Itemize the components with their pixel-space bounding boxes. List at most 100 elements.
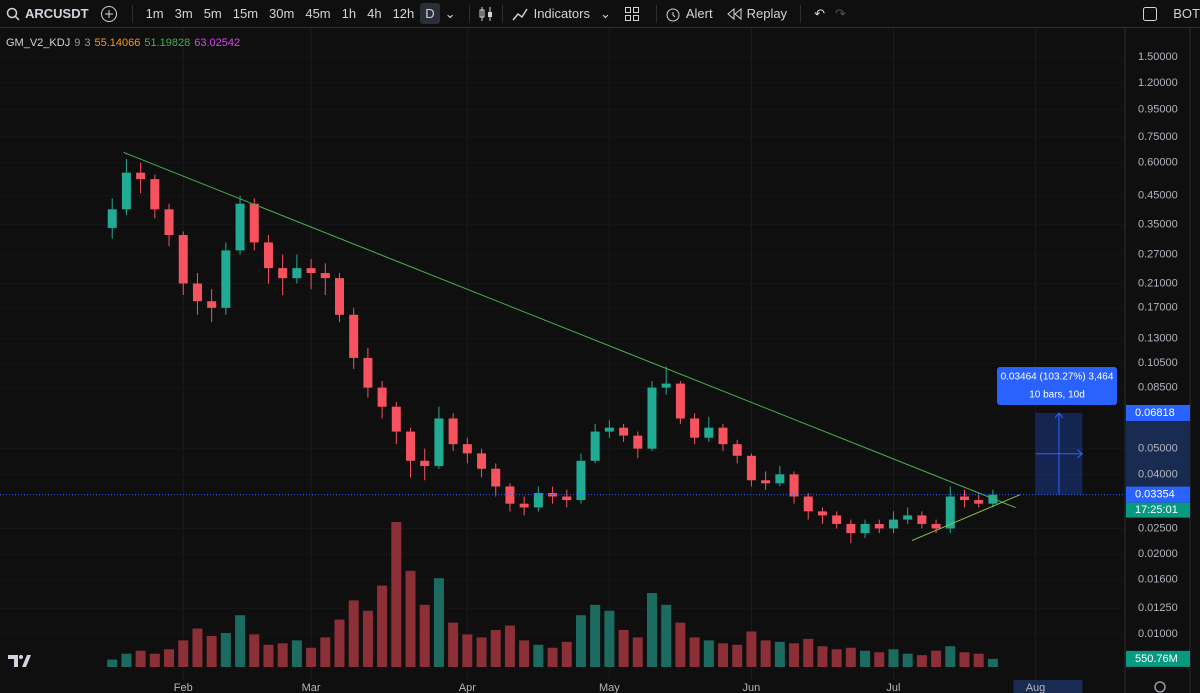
volume-bar xyxy=(419,604,430,667)
volume-bar xyxy=(235,615,246,667)
volume-bar xyxy=(164,649,175,667)
settings-button[interactable] xyxy=(1154,681,1166,693)
y-tick-label: 0.21000 xyxy=(1138,277,1178,289)
measure-price-label: 0.06818 xyxy=(1135,407,1175,419)
interval-button[interactable]: 1h xyxy=(341,6,357,21)
volume-bar xyxy=(306,647,317,667)
replay-icon xyxy=(726,7,742,20)
indicator-value: 55.14066 xyxy=(94,37,141,49)
measure-axis-band xyxy=(1126,412,1190,495)
candle-body xyxy=(974,500,984,504)
candle-body xyxy=(562,496,572,501)
volume-bar xyxy=(320,637,331,667)
indicators-icon xyxy=(512,8,528,20)
volume-bar xyxy=(632,637,643,667)
candle-body xyxy=(462,444,472,454)
interval-menu[interactable]: ⌄ xyxy=(444,5,456,21)
symbol-icon xyxy=(6,7,20,21)
candle-body xyxy=(704,427,714,438)
measure-label: 10 bars, 10d xyxy=(1029,390,1085,401)
volume-bar xyxy=(590,604,601,667)
candle-body xyxy=(832,515,842,524)
measure-label-box xyxy=(997,366,1117,405)
interval-button[interactable]: 45m xyxy=(305,6,331,21)
volume-bar xyxy=(433,578,444,667)
volume-bar xyxy=(533,644,544,667)
interval-button[interactable]: 1m xyxy=(145,6,164,21)
candle-body xyxy=(221,250,231,308)
volume-bar xyxy=(561,641,572,667)
volume-bar xyxy=(462,634,473,667)
volume-bar xyxy=(448,622,459,667)
volume-bar xyxy=(789,643,800,667)
undo-button[interactable]: ↶ xyxy=(814,5,825,21)
layouts-button[interactable] xyxy=(624,6,640,22)
volume-label-box xyxy=(1126,650,1190,667)
candle-body xyxy=(675,383,685,419)
tv-logo xyxy=(8,655,31,667)
volume-bar xyxy=(931,650,942,667)
y-tick-label: 0.04000 xyxy=(1138,468,1178,480)
redo-button[interactable]: ↷ xyxy=(834,5,846,21)
chart-type-button[interactable] xyxy=(478,5,494,23)
interval-button[interactable]: 4h xyxy=(367,6,382,21)
interval-button[interactable]: 5m xyxy=(203,6,222,21)
separator xyxy=(501,4,503,23)
interval-button[interactable]: 12h xyxy=(392,6,415,21)
y-tick-label: 0.01250 xyxy=(1138,602,1178,614)
compare-button[interactable] xyxy=(100,5,118,23)
plot xyxy=(107,151,1021,667)
candle-body xyxy=(334,278,344,315)
volume-bar xyxy=(547,647,558,667)
candle-body xyxy=(477,453,487,469)
candle-body xyxy=(292,268,302,279)
symbol[interactable]: ARCUSDT xyxy=(25,6,89,21)
intervals: 1m 3m 5m 15m 30m 45m 1h 4h 12h D xyxy=(141,3,440,24)
measure-time-band xyxy=(1013,680,1083,693)
grid xyxy=(0,28,1125,680)
volume-bar xyxy=(490,630,501,667)
y-tick-label: 0.08500 xyxy=(1138,382,1178,394)
volume-bar xyxy=(334,619,345,667)
interval-button[interactable]: 30m xyxy=(269,6,295,21)
fullscreen-button[interactable] xyxy=(1142,6,1158,22)
candle-body xyxy=(846,523,856,534)
candle-body xyxy=(192,283,202,302)
volume-bar xyxy=(575,615,586,667)
x-tick-label: Apr xyxy=(459,682,476,693)
indicators-menu[interactable]: ⌄ xyxy=(599,5,611,21)
indicator-value: 63.02542 xyxy=(194,37,241,49)
volume-bar xyxy=(149,653,160,667)
candle-body xyxy=(107,209,117,229)
candle-body xyxy=(633,435,643,449)
volume-bar xyxy=(348,600,359,667)
interval-button[interactable]: 3m xyxy=(174,6,193,21)
y-tick-label: 0.02000 xyxy=(1138,548,1178,560)
y-tick-label: 0.02500 xyxy=(1138,522,1178,534)
account-button[interactable]: BOT xyxy=(1173,6,1200,21)
countdown-box xyxy=(1126,502,1190,518)
separator xyxy=(131,4,133,23)
candle-body xyxy=(306,268,316,274)
volume-bar xyxy=(377,585,388,667)
volume-bar xyxy=(845,647,856,667)
last-price-label: 0.03354 xyxy=(1135,489,1175,501)
y-tick-label: 0.60000 xyxy=(1138,157,1178,169)
replay-button[interactable]: Replay xyxy=(746,6,788,21)
price-axis xyxy=(1125,28,1190,693)
volume-bar xyxy=(291,640,302,667)
interval-button[interactable]: 15m xyxy=(232,6,259,21)
candle-body xyxy=(789,474,799,497)
separator xyxy=(468,4,470,23)
indicators-button[interactable]: Indicators xyxy=(533,6,590,21)
alert-button[interactable]: Alert xyxy=(685,6,713,21)
volume-bar xyxy=(263,644,274,667)
indicator-legend: GM_V2_KDJ 9 3 55.14066 51.19828 63.02542 xyxy=(6,37,240,49)
candle-body xyxy=(136,172,146,180)
trendline xyxy=(911,494,1021,542)
volume-bar xyxy=(888,649,899,667)
interval-button[interactable]: D xyxy=(420,3,440,24)
candle-body xyxy=(207,301,217,308)
candle-body xyxy=(235,203,245,251)
indicator-name: GM_V2_KDJ xyxy=(6,37,71,49)
